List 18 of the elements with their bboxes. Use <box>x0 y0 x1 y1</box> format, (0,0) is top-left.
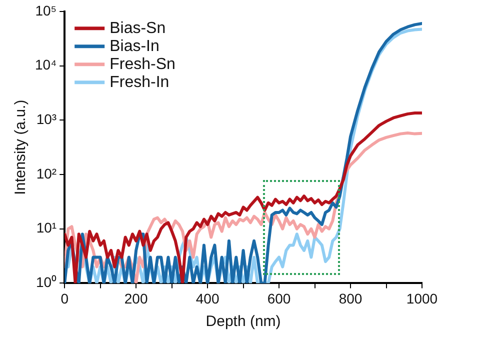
legend-label: Bias-In <box>110 38 160 55</box>
x-tick-label: 200 <box>124 290 148 306</box>
x-tick-label: 1000 <box>406 290 438 306</box>
y-tick-label: 10² <box>36 165 57 182</box>
y-axis-title: Intensity (a.u.) <box>12 100 30 195</box>
legend-label: Bias-Sn <box>110 20 166 37</box>
y-tick-label: 10⁰ <box>36 274 57 290</box>
x-tick-label: 600 <box>267 290 291 306</box>
y-tick-label: 10⁵ <box>35 2 57 18</box>
x-axis-title: Depth (nm) <box>206 313 281 330</box>
legend-label: Fresh-In <box>110 74 170 91</box>
y-tick-label: 10³ <box>36 110 57 127</box>
y-tick-label: 10⁴ <box>34 56 57 73</box>
x-tick-label: 0 <box>60 290 69 306</box>
y-tick-label: 10¹ <box>36 220 57 236</box>
legend-label: Fresh-Sn <box>110 56 176 73</box>
x-tick-label: 800 <box>338 290 362 306</box>
x-tick-label: 400 <box>196 290 220 306</box>
